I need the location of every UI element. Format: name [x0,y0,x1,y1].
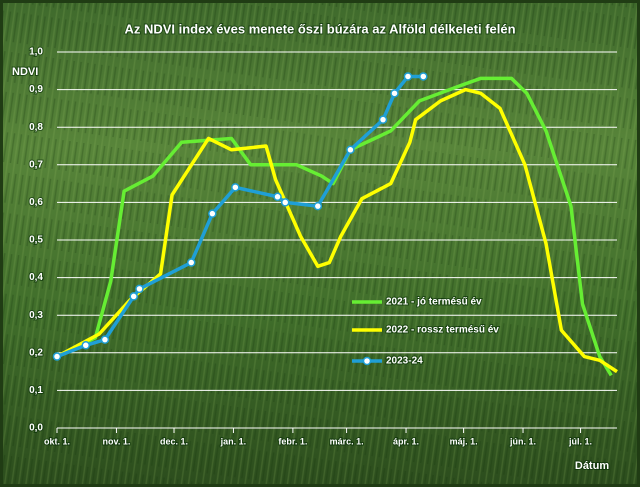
data-point [403,72,413,81]
y-tick-label: 0,2 [29,347,43,358]
legend-marker [362,356,372,366]
x-tick-label: júl. 1. [568,436,592,446]
data-point [346,145,355,155]
x-tick-label: okt. 1. [44,436,70,446]
x-tick-label: máj. 1. [450,436,478,446]
data-point [81,341,91,350]
legend-label: 2023-24 [386,356,423,367]
y-tick-label: 0,7 [29,159,43,170]
series-line [56,74,424,359]
y-tick-label: 0,6 [29,197,43,208]
legend-label: 2021 - jó termésű év [386,297,482,308]
y-tick-label: 0,0 [29,423,43,434]
y-tick-label: 0,4 [29,272,43,283]
y-tick-label: 0,5 [29,235,43,246]
data-point [419,72,428,81]
series-line [56,87,618,374]
data-point [313,201,323,211]
y-axis-label: NDVI [12,66,38,78]
data-point [129,292,138,301]
x-tick-label: ápr. 1. [393,436,419,446]
chart-title: Az NDVI index éves menete őszi búzára az… [124,21,515,36]
x-tick-label: márc. 1. [330,436,364,446]
data-point [52,352,62,361]
y-tick-label: 1,0 [29,47,43,58]
x-tick-label: jan. 1. [220,436,247,446]
data-point [186,258,196,267]
data-point [100,335,110,344]
x-tick-label: dec. 1. [160,436,188,446]
x-axis-label: Dátum [575,460,609,472]
legend-label: 2022 - rossz termésű év [386,325,499,336]
y-tick-label: 0,1 [29,385,43,396]
x-tick-label: nov. 1. [103,436,131,446]
x-tick-label: febr. 1. [278,436,307,446]
data-point [208,209,217,218]
x-tick-label: jún. 1. [509,436,536,446]
data-point [280,198,290,207]
y-tick-label: 0,9 [29,84,43,95]
data-point [273,192,282,202]
data-point [135,284,144,294]
y-tick-label: 0,3 [29,310,43,321]
data-point [378,115,388,124]
y-tick-label: 0,8 [29,122,43,133]
data-point [231,183,240,192]
background-texture [3,3,637,484]
data-point [390,89,399,98]
